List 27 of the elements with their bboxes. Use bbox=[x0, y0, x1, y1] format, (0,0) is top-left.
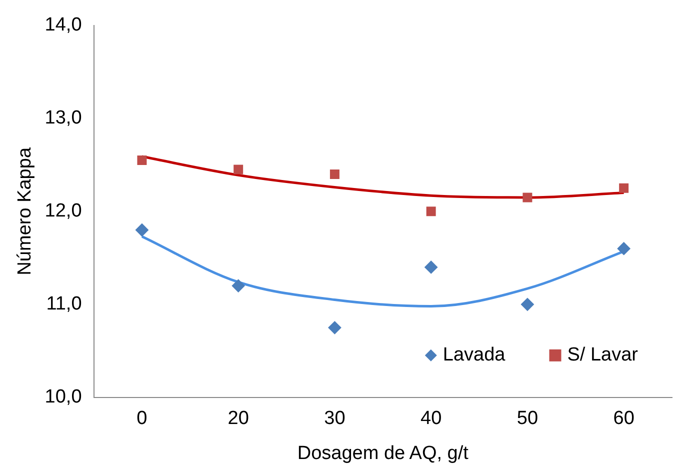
y-tick-label: 10,0 bbox=[44, 386, 82, 408]
x-tick-label: 30 bbox=[324, 408, 346, 430]
x-axis-title: Dosagem de AQ, g/t bbox=[297, 442, 470, 464]
point bbox=[234, 164, 244, 174]
point bbox=[135, 224, 148, 236]
x-tick-label: 0 bbox=[136, 408, 148, 430]
y-axis-title: Número Kappa bbox=[14, 147, 36, 276]
point bbox=[617, 242, 630, 256]
point bbox=[619, 183, 629, 193]
point bbox=[426, 206, 436, 216]
point bbox=[232, 279, 245, 292]
x-tick-label: 50 bbox=[516, 408, 538, 430]
point bbox=[520, 298, 534, 311]
x-tick-label: 20 bbox=[228, 408, 249, 430]
y-tick-label: 12,0 bbox=[44, 200, 82, 222]
point bbox=[424, 260, 438, 274]
point bbox=[522, 192, 532, 202]
y-tick-label: 14,0 bbox=[44, 14, 82, 36]
legend-label: S/ Lavar bbox=[567, 344, 639, 366]
y-tick-label: 13,0 bbox=[44, 108, 82, 129]
point bbox=[330, 169, 340, 179]
legend-label: Lavada bbox=[442, 344, 506, 366]
x-tick-label: 40 bbox=[420, 408, 442, 430]
point bbox=[328, 321, 342, 334]
point bbox=[137, 156, 147, 165]
y-tick-label: 11,0 bbox=[46, 294, 82, 315]
x-tick-label: 60 bbox=[613, 408, 634, 430]
